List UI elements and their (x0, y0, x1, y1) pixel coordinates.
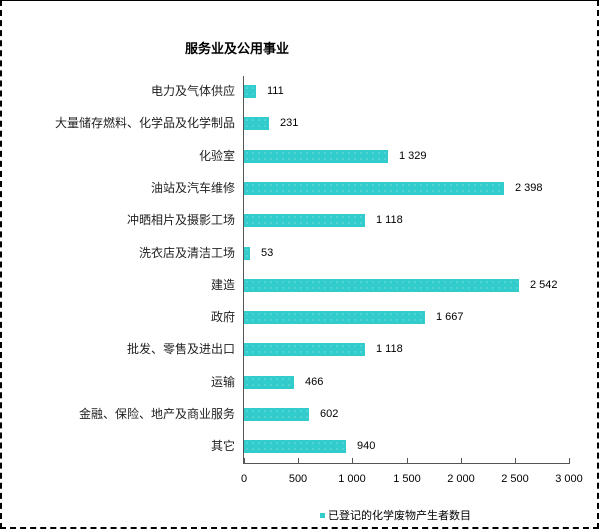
category-label: 油站及汽车维修 (150, 180, 235, 195)
legend-swatch-icon (320, 512, 325, 518)
bar-value-label: 602 (320, 408, 339, 420)
bar (244, 117, 269, 131)
category-label: 批发、零售及进出口 (126, 342, 235, 357)
bar (244, 440, 346, 454)
y-axis (243, 76, 244, 464)
bar-value-label: 1 329 (399, 149, 427, 162)
category-label: 化验室 (198, 148, 235, 163)
category-label: 电力及气体供应 (150, 84, 235, 98)
x-tick-label: 0 (240, 473, 248, 485)
bar-value-label: 231 (280, 117, 299, 130)
bar-value-label: 2 398 (515, 181, 543, 194)
category-label: 其它 (210, 439, 235, 454)
bar (244, 408, 309, 421)
bar-value-label: 1 118 (376, 343, 403, 356)
x-tick-label: 1 500 (393, 473, 421, 485)
x-tick (298, 458, 299, 464)
bar-value-label: 940 (357, 440, 376, 453)
category-label: 金融、保险、地产及商业服务 (78, 407, 235, 421)
x-tick-label: 2 500 (501, 473, 529, 485)
x-tick (407, 458, 408, 464)
chart-title: 服务业及公用事业 (185, 42, 290, 57)
bar (244, 278, 519, 292)
x-tick-label: 3 000 (555, 473, 583, 485)
category-label: 冲晒相片及摄影工场 (126, 213, 235, 228)
x-tick-label: 2 000 (447, 473, 475, 485)
legend: 已登记的化学废物产生者数目 (320, 507, 471, 523)
bar-value-label: 2 542 (530, 278, 558, 291)
x-tick (461, 458, 462, 464)
bar-value-label: 1 667 (436, 311, 464, 324)
bar-value-label: 111 (267, 85, 284, 97)
category-label: 运输 (210, 374, 235, 389)
category-label: 政府 (210, 310, 235, 325)
bar-value-label: 1 118 (376, 214, 403, 227)
x-tick-label: 1 000 (338, 473, 366, 485)
bar (244, 343, 365, 357)
bar-value-label: 466 (305, 375, 324, 388)
category-label: 建造 (210, 277, 235, 292)
bar (244, 85, 256, 98)
bar-value-label: 53 (261, 246, 274, 259)
category-label: 洗衣店及清洁工场 (138, 245, 235, 260)
bar (244, 246, 250, 260)
x-tick (244, 458, 245, 464)
bar (244, 375, 294, 389)
bar (244, 214, 365, 228)
category-label: 大量储存燃料、化学品及化学制品 (54, 116, 235, 131)
bar (244, 181, 504, 195)
x-tick-label: 500 (288, 473, 308, 485)
bar (244, 311, 425, 325)
x-tick (515, 458, 516, 464)
bar (244, 149, 388, 163)
x-tick (569, 458, 570, 464)
legend-label: 已登记的化学废物产生者数目 (328, 509, 471, 522)
x-axis (243, 463, 570, 464)
x-tick (352, 458, 353, 464)
